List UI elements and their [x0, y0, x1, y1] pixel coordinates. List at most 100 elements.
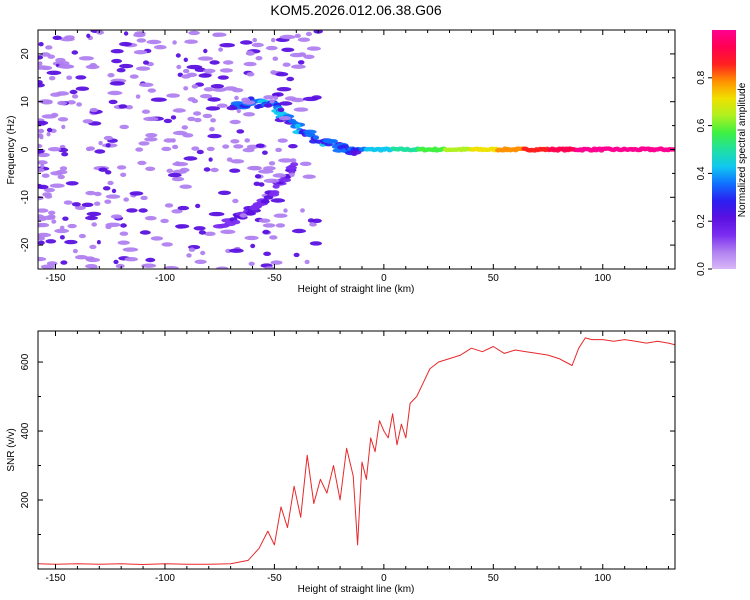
heatmap-blob [350, 150, 362, 155]
heatmap-blob [175, 53, 181, 58]
heatmap-blob [207, 133, 222, 139]
heatmap-blob [38, 240, 45, 245]
heatmap-blob [107, 180, 114, 186]
heatmap-blob [181, 125, 188, 130]
heatmap-blob [273, 92, 284, 97]
heatmap-blob [179, 184, 192, 189]
heatmap-blob [218, 47, 224, 52]
heatmap-blob [233, 144, 244, 149]
heatmap-blob [111, 58, 122, 64]
heatmap-blob [38, 55, 44, 60]
heatmap-blob [208, 157, 213, 162]
heatmap-blob [236, 108, 241, 114]
heatmap-blob [38, 232, 52, 238]
heatmap-blob [294, 123, 301, 129]
heatmap-blob [150, 236, 164, 241]
heatmap-blob [104, 199, 112, 204]
x-tick-label: 0 [381, 573, 387, 584]
heatmap-blob [303, 54, 315, 59]
heatmap-blob [116, 68, 126, 73]
heatmap-blob [38, 223, 44, 228]
heatmap-blob [136, 38, 147, 43]
heatmap-blob [129, 191, 144, 196]
heatmap-blob [59, 166, 68, 171]
heatmap-blob [59, 235, 65, 240]
heatmap-blob [300, 208, 305, 213]
heatmap-blob [250, 243, 256, 249]
heatmap-blob [57, 117, 69, 122]
x-tick-label: 50 [488, 273, 500, 284]
x-tick-label: 100 [594, 273, 611, 284]
heatmap-blob [119, 124, 129, 130]
heatmap-blob [293, 252, 300, 258]
heatmap-blob [198, 73, 212, 78]
heatmap-blob [289, 52, 305, 58]
heatmap-blob [203, 68, 216, 74]
heatmap-blob [278, 101, 293, 106]
y-tick-label: 400 [20, 422, 31, 439]
heatmap-blob [297, 60, 305, 65]
heatmap-blob [291, 64, 306, 69]
heatmap-blob [119, 63, 134, 69]
heatmap-blob [186, 253, 192, 258]
heatmap-blob [275, 72, 289, 77]
heatmap-blob [263, 103, 273, 108]
heatmap-blob [145, 133, 158, 138]
heatmap-blob [126, 208, 138, 213]
heatmap-blob [110, 214, 123, 219]
y-tick-label: -10 [20, 190, 31, 205]
heatmap-blob [51, 219, 57, 224]
heatmap-blob [113, 259, 119, 265]
heatmap-blob [177, 205, 190, 211]
heatmap-blob [94, 201, 101, 206]
heatmap-blob [210, 118, 217, 123]
heatmap-blob [273, 95, 279, 101]
x-tick-label: 50 [488, 573, 500, 584]
heatmap-blob [282, 62, 291, 67]
heatmap-blob [72, 248, 78, 254]
heatmap-blob [41, 173, 50, 178]
heatmap-blob [161, 146, 172, 152]
heatmap-blob [90, 265, 98, 269]
heatmap-blob [172, 40, 177, 45]
heatmap-blob [277, 107, 285, 113]
y-tick-label: 600 [20, 353, 31, 370]
heatmap-blob [263, 166, 276, 171]
heatmap-blob [85, 190, 96, 196]
heatmap-blob [255, 143, 265, 148]
heatmap-blob [118, 104, 128, 109]
heatmap-blob [269, 99, 275, 104]
colorbar-tick-label: 0.4 [696, 166, 707, 180]
colorbar-tick-label: 0.6 [696, 118, 707, 132]
heatmap-blob [242, 100, 256, 105]
snr-y-axis-label: SNR (v/v) [6, 428, 17, 471]
heatmap-blob [311, 95, 322, 100]
heatmap-blob [141, 109, 151, 114]
heatmap-blob [166, 93, 180, 98]
heatmap-blobs [38, 30, 675, 269]
figure-title: KOM5.2026.012.06.38.G06 [270, 2, 442, 18]
heatmap-blob [204, 231, 216, 236]
heatmap-blob [290, 162, 299, 167]
heatmap-blob [123, 197, 129, 202]
heatmap-blob [102, 186, 111, 191]
heatmap-blob [175, 224, 190, 229]
y-tick-label: -20 [20, 237, 31, 252]
x-tick-label: -50 [267, 573, 282, 584]
heatmap-blob [260, 199, 270, 204]
heatmap-blob [119, 231, 129, 236]
heatmap-blob [138, 141, 150, 146]
heatmap-blob [105, 194, 121, 199]
heatmap-blob [263, 178, 280, 183]
heatmap-blob [50, 92, 62, 97]
heatmap-blob [66, 75, 73, 80]
heatmap-blob [329, 139, 338, 144]
heatmap-blob [38, 149, 45, 154]
heatmap-blob [174, 161, 181, 166]
heatmap-blob [98, 140, 103, 146]
heatmap-blob [278, 158, 294, 163]
heatmap-blob [137, 160, 147, 166]
heatmap-blob [67, 223, 77, 229]
colorbar [712, 30, 736, 269]
heatmap-blob [94, 149, 106, 154]
